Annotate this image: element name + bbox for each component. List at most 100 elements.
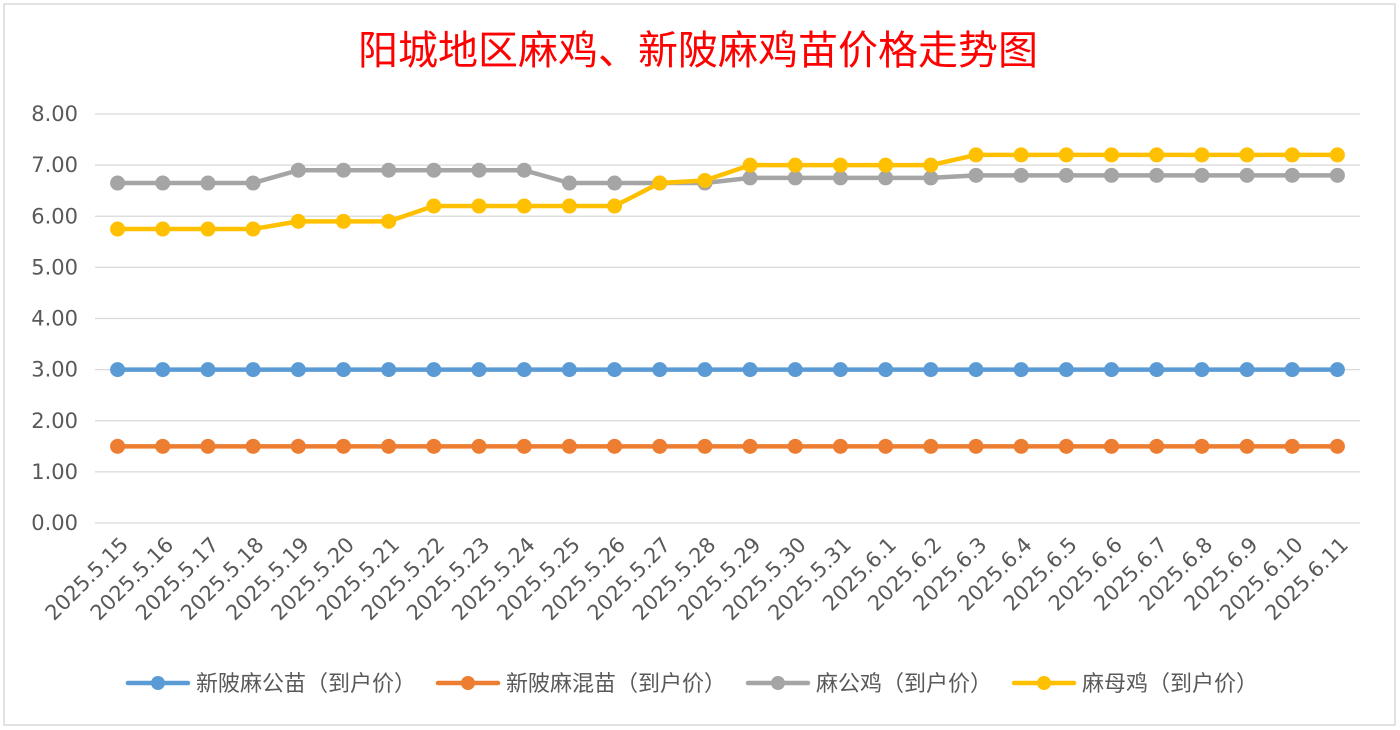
data-point-0-18 xyxy=(923,362,939,378)
legend-label: 新陂麻混苗（到户价） xyxy=(506,672,726,697)
data-point-1-26 xyxy=(1284,438,1300,454)
data-point-2-6 xyxy=(381,162,397,178)
data-point-0-5 xyxy=(335,362,351,378)
data-point-2-5 xyxy=(335,162,351,178)
y-tick-label: 2.00 xyxy=(31,409,78,433)
legend-swatch-marker xyxy=(150,676,165,690)
data-point-1-2 xyxy=(200,438,216,454)
data-point-3-8 xyxy=(471,198,487,214)
data-point-1-14 xyxy=(742,438,758,454)
series-line-2 xyxy=(115,167,1340,186)
data-point-1-5 xyxy=(335,438,351,454)
data-point-0-14 xyxy=(742,362,758,378)
data-point-1-22 xyxy=(1104,438,1120,454)
series-1 xyxy=(110,438,1345,454)
data-point-0-4 xyxy=(290,362,306,378)
legend-swatch-marker xyxy=(460,676,475,690)
data-point-1-9 xyxy=(516,438,532,454)
y-tick-label: 3.00 xyxy=(31,358,78,382)
legend-label: 麻公鸡（到户价） xyxy=(816,672,992,697)
data-point-2-19 xyxy=(968,167,984,183)
data-point-3-16 xyxy=(832,157,848,173)
data-point-1-17 xyxy=(878,438,894,454)
data-point-3-11 xyxy=(607,198,623,214)
data-point-0-0 xyxy=(110,362,126,378)
data-point-1-0 xyxy=(110,438,126,454)
data-point-1-25 xyxy=(1239,438,1255,454)
data-point-3-18 xyxy=(923,157,939,173)
data-point-1-23 xyxy=(1149,438,1165,454)
data-point-0-26 xyxy=(1284,362,1300,378)
y-tick-label: 4.00 xyxy=(31,307,78,331)
data-point-3-26 xyxy=(1284,147,1300,163)
data-point-1-27 xyxy=(1329,438,1345,454)
data-point-1-3 xyxy=(245,438,261,454)
series-3 xyxy=(110,147,1345,237)
data-point-0-15 xyxy=(787,362,803,378)
data-point-3-23 xyxy=(1149,147,1165,163)
data-point-2-18 xyxy=(923,170,939,186)
data-point-3-0 xyxy=(110,221,126,237)
data-point-3-27 xyxy=(1329,147,1345,163)
data-point-3-5 xyxy=(335,213,351,229)
data-point-3-21 xyxy=(1058,147,1074,163)
data-point-3-7 xyxy=(426,198,442,214)
data-point-3-14 xyxy=(742,157,758,173)
data-point-1-1 xyxy=(155,438,171,454)
data-point-1-21 xyxy=(1058,438,1074,454)
data-point-2-22 xyxy=(1104,167,1120,183)
data-point-2-10 xyxy=(561,175,577,191)
data-point-0-11 xyxy=(607,362,623,378)
data-point-0-6 xyxy=(381,362,397,378)
legend-label: 新陂麻公苗（到户价） xyxy=(196,672,416,697)
legend-label: 麻母鸡（到户价） xyxy=(1082,672,1258,697)
data-point-2-11 xyxy=(607,175,623,191)
data-point-1-11 xyxy=(607,438,623,454)
data-point-1-4 xyxy=(290,438,306,454)
data-point-2-0 xyxy=(110,175,126,191)
data-point-1-20 xyxy=(1013,438,1029,454)
data-point-3-20 xyxy=(1013,147,1029,163)
data-point-1-7 xyxy=(426,438,442,454)
data-point-1-13 xyxy=(697,438,713,454)
y-tick-label: 8.00 xyxy=(31,102,78,126)
data-point-2-1 xyxy=(155,175,171,191)
data-point-2-8 xyxy=(471,162,487,178)
data-point-3-10 xyxy=(561,198,577,214)
data-point-3-22 xyxy=(1104,147,1120,163)
data-point-3-2 xyxy=(200,221,216,237)
data-point-3-24 xyxy=(1194,147,1210,163)
data-point-1-18 xyxy=(923,438,939,454)
data-point-1-15 xyxy=(787,438,803,454)
data-point-1-24 xyxy=(1194,438,1210,454)
data-point-2-26 xyxy=(1284,167,1300,183)
legend-swatch-marker xyxy=(771,676,785,690)
legend-item: 新陂麻混苗（到户价） xyxy=(435,672,726,697)
data-point-2-9 xyxy=(516,162,532,178)
data-point-2-24 xyxy=(1194,167,1210,183)
data-point-0-7 xyxy=(426,362,442,378)
data-point-2-21 xyxy=(1058,167,1074,183)
data-point-3-6 xyxy=(381,213,397,229)
legend-swatch-marker xyxy=(1037,676,1052,690)
data-point-3-13 xyxy=(697,172,713,188)
y-axis: 0.00 1.00 2.00 3.00 4.00 5.00 6.00 7.00 8.00 xyxy=(31,102,78,535)
data-point-2-20 xyxy=(1013,167,1029,183)
series-line-3 xyxy=(115,152,1340,232)
y-tick-label: 6.00 xyxy=(31,204,78,228)
chart-title: 阳城地区麻鸡、新陂麻鸡苗价格走势图 xyxy=(358,28,1038,74)
data-point-2-2 xyxy=(200,175,216,191)
data-point-0-3 xyxy=(245,362,261,378)
data-point-3-19 xyxy=(968,147,984,163)
data-point-2-16 xyxy=(832,170,848,186)
y-tick-label: 0.00 xyxy=(31,511,78,535)
data-point-3-25 xyxy=(1239,147,1255,163)
data-point-2-4 xyxy=(290,162,306,178)
data-point-0-2 xyxy=(200,362,216,378)
data-point-2-3 xyxy=(245,175,261,191)
y-tick-label: 1.00 xyxy=(31,460,78,484)
data-point-2-23 xyxy=(1149,167,1165,183)
data-point-2-17 xyxy=(878,170,894,186)
data-point-3-9 xyxy=(516,198,532,214)
